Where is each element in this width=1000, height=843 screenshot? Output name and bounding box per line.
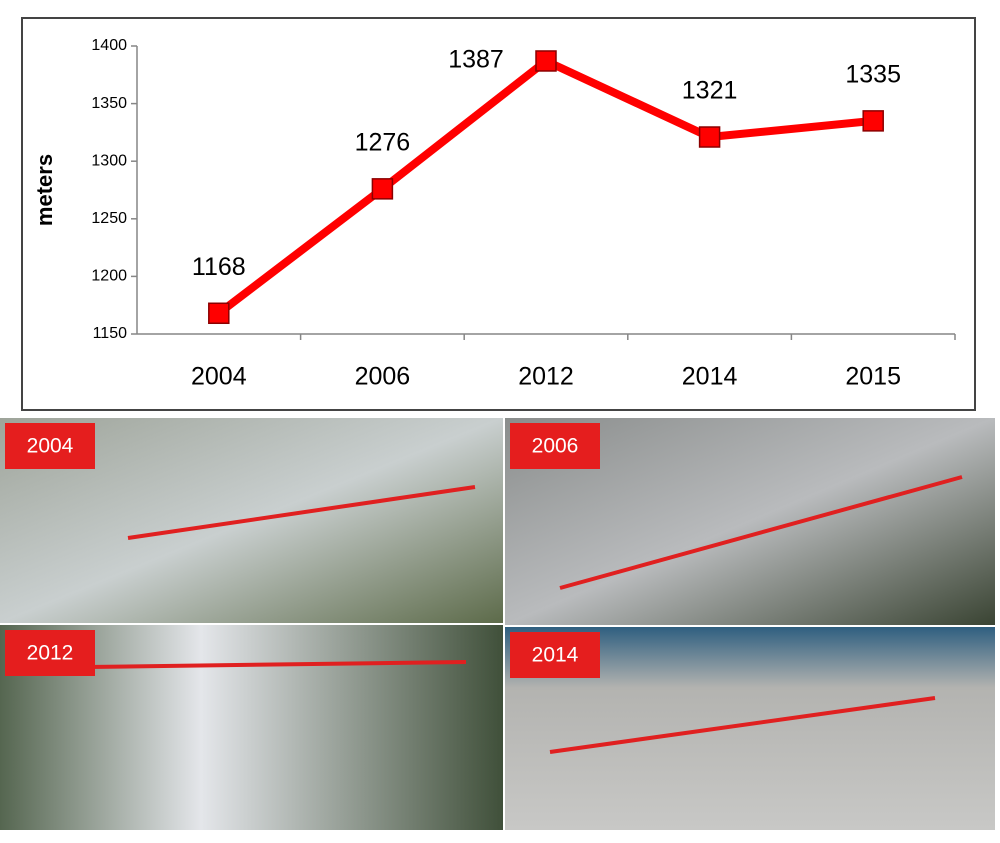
year-badge-label: 2014 bbox=[532, 644, 579, 667]
year-badge-label: 2004 bbox=[27, 435, 74, 458]
y-tick-label: 1250 bbox=[91, 210, 127, 227]
y-tick-label: 1350 bbox=[91, 95, 127, 112]
measure-line bbox=[127, 485, 476, 540]
x-tick-label: 2004 bbox=[191, 363, 247, 391]
year-badge bbox=[510, 423, 600, 469]
measure-line bbox=[549, 696, 936, 754]
y-tick-label: 1150 bbox=[93, 325, 128, 342]
data-label: 1168 bbox=[192, 253, 246, 281]
y-tick-label: 1300 bbox=[91, 152, 127, 169]
year-badge-label: 2012 bbox=[27, 642, 74, 665]
data-label: 1335 bbox=[845, 60, 901, 88]
x-tick-label: 2014 bbox=[682, 363, 738, 391]
data-marker bbox=[862, 110, 884, 132]
chart-frame bbox=[21, 17, 976, 411]
measure-line bbox=[559, 475, 963, 590]
data-marker bbox=[208, 302, 230, 325]
data-marker bbox=[698, 126, 721, 148]
y-axis-title: meters bbox=[32, 154, 57, 226]
y-tick-label: 1200 bbox=[91, 268, 127, 285]
year-badge-label: 2006 bbox=[532, 435, 579, 458]
x-tick-label: 2015 bbox=[845, 363, 901, 391]
year-badge bbox=[510, 632, 600, 678]
x-tick-label: 2006 bbox=[355, 363, 411, 391]
data-marker bbox=[535, 50, 557, 72]
data-label: 1276 bbox=[355, 128, 411, 156]
year-badge bbox=[5, 423, 95, 469]
x-tick-label: 2012 bbox=[518, 363, 574, 391]
data-label: 1321 bbox=[682, 77, 738, 105]
data-marker bbox=[371, 178, 394, 200]
y-tick-label: 1400 bbox=[91, 37, 127, 54]
year-badge bbox=[5, 630, 95, 676]
measure-line bbox=[87, 660, 467, 669]
data-label: 1387 bbox=[448, 46, 504, 74]
